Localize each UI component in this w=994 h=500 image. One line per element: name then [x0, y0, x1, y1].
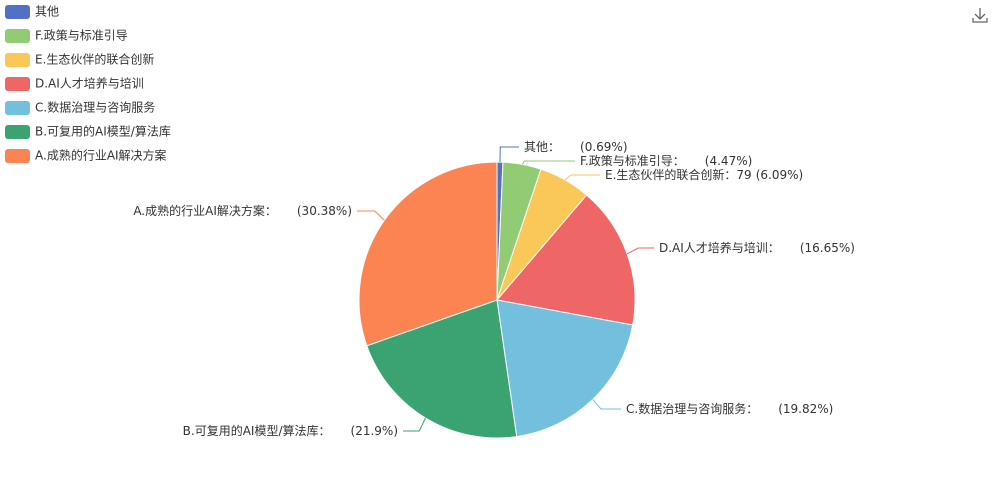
legend-swatch	[5, 5, 30, 19]
slice-label: A.成熟的行业AI解决方案： (30.38%)	[133, 203, 352, 218]
label-percent: (30.38%)	[297, 204, 352, 218]
legend-label: A.成熟的行业AI解决方案	[35, 148, 167, 163]
slice-label: E.生态伙伴的联合创新：79 (6.09%)	[605, 167, 803, 182]
legend-swatch	[5, 53, 30, 67]
legend-label: C.数据治理与咨询服务	[35, 100, 155, 115]
label-percent: (0.69%)	[580, 140, 627, 154]
legend-swatch	[5, 29, 30, 43]
label-name: C.数据治理与咨询服务：	[626, 401, 758, 416]
label-line	[564, 174, 600, 181]
slice-label: 其他： (0.69%)	[524, 140, 628, 154]
label-name: A.成熟的行业AI解决方案：	[133, 203, 277, 218]
label-line	[626, 247, 654, 255]
label-name: F.政策与标准引导：	[580, 154, 685, 168]
label-line	[357, 210, 385, 221]
legend-label: D.AI人才培养与培训	[35, 76, 144, 91]
legend-label: E.生态伙伴的联合创新	[35, 52, 154, 67]
pie-slice	[358, 161, 498, 347]
label-percent: (21.9%)	[351, 424, 398, 438]
label-name: D.AI人才培养与培训：	[659, 240, 780, 255]
label-name: E.生态伙伴的联合创新：	[605, 167, 736, 182]
label-name: B.可复用的AI模型/算法库：	[183, 423, 331, 438]
legend-label: 其他	[35, 5, 59, 19]
label-line	[403, 417, 426, 432]
legend-label: B.可复用的AI模型/算法库	[35, 124, 171, 139]
label-percent: (4.47%)	[705, 154, 752, 168]
label-percent: (6.09%)	[756, 168, 803, 182]
download-icon[interactable]	[972, 8, 988, 23]
legend-swatch	[5, 77, 30, 91]
label-line	[521, 160, 575, 165]
slice-label: F.政策与标准引导： (4.47%)	[580, 154, 752, 168]
label-name: 其他：	[524, 140, 560, 154]
slice-label: B.可复用的AI模型/算法库： (21.9%)	[183, 423, 398, 438]
pie-slice	[496, 299, 634, 438]
label-line	[499, 146, 519, 163]
slice-label: C.数据治理与咨询服务： (19.82%)	[626, 401, 833, 416]
slice-label: D.AI人才培养与培训： (16.65%)	[659, 240, 855, 255]
legend-swatch	[5, 149, 30, 163]
label-line	[592, 399, 621, 410]
label-percent: (16.65%)	[800, 241, 855, 255]
label-percent: (19.82%)	[778, 402, 833, 416]
label-count: 79	[736, 168, 751, 182]
legend-label: F.政策与标准引导	[35, 29, 128, 43]
pie-slice	[366, 299, 518, 439]
pie-slice	[496, 194, 636, 326]
legend-swatch	[5, 125, 30, 139]
legend-swatch	[5, 101, 30, 115]
